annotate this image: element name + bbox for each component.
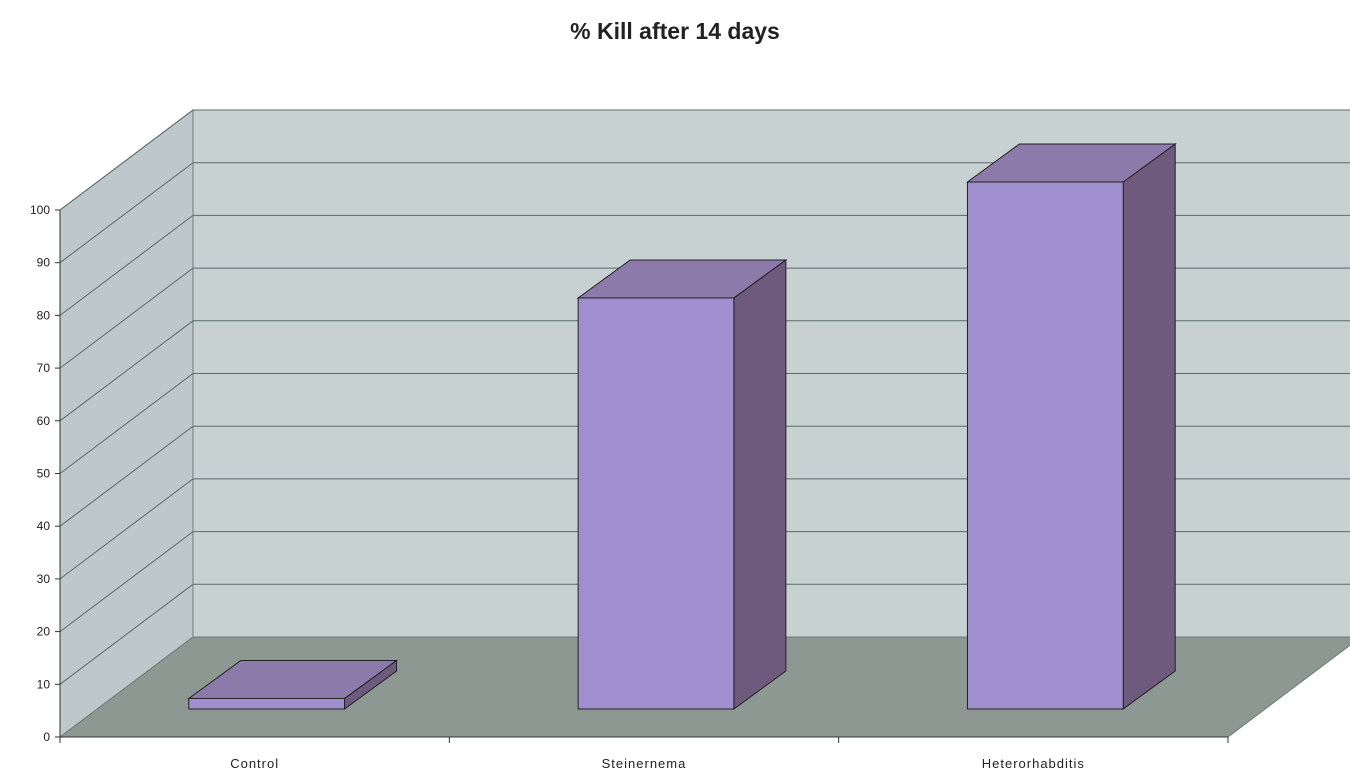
bar-heterorhabditis [965,143,1177,710]
bar-heterorhabditis-front [966,181,1124,710]
chart-title: % Kill after 14 days [570,18,780,44]
y-tick-label-0: 0 [43,730,50,744]
bar-steinernema [576,258,788,710]
bar-heterorhabditis-side [1122,143,1176,710]
bar-steinernema-side [733,258,787,710]
x-tick-label-heterorhabditis: Heterorhabditis [982,756,1085,771]
bar-control [187,659,399,710]
x-tick-label-steinernema: Steinernema [602,756,687,771]
x-axis: Control Steinernema Heterorhabditis [59,736,1229,771]
y-tick-label-40: 40 [37,519,51,533]
gridline-100 [59,109,1350,211]
y-tick-label-100: 100 [30,203,50,217]
y-tick-label-90: 90 [37,256,51,270]
y-axis: 0 10 20 30 40 50 60 70 80 90 100 [30,203,61,744]
bars [187,143,1177,710]
x-tick-label-control: Control [230,756,279,771]
y-tick-label-70: 70 [37,361,51,375]
bar-steinernema-front [577,297,735,710]
y-tick-label-60: 60 [37,414,51,428]
bar-control-front [188,697,346,710]
y-tick-label-80: 80 [37,308,51,322]
y-tick-label-30: 30 [37,572,51,586]
y-tick-label-20: 20 [37,625,51,639]
y-tick-label-10: 10 [37,677,51,691]
y-tick-label-50: 50 [37,467,51,481]
